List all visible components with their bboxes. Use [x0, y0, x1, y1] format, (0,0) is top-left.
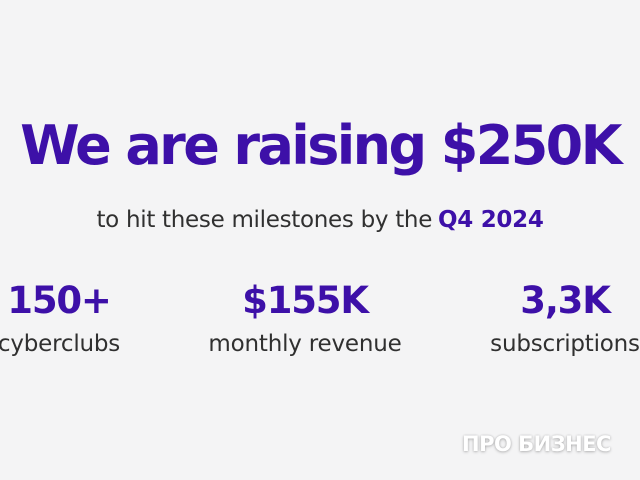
- watermark: ПРО БИЗНЕС: [458, 427, 628, 461]
- stat-label: cyberclubs: [0, 331, 121, 357]
- watermark-text: ПРО БИЗНЕС: [462, 432, 611, 456]
- stat-cyberclubs: 150+ cyberclubs: [0, 276, 179, 360]
- subline-text: to hit these milestones by the: [96, 207, 433, 233]
- stat-value: $155K: [242, 279, 369, 322]
- stat-value: 3,3K: [520, 279, 611, 322]
- subline: to hit these milestones by the Q4 2024: [0, 202, 640, 238]
- stat-value: 150+: [7, 279, 112, 322]
- stat-label: subscriptions: [490, 331, 640, 357]
- headline: We are raising $250K: [20, 114, 622, 177]
- subline-highlight: Q4 2024: [438, 207, 544, 233]
- stat-monthly-revenue: $155K monthly revenue: [185, 276, 425, 360]
- stat-subscriptions: 3,3K subscriptions: [445, 276, 640, 360]
- stat-label: monthly revenue: [208, 331, 402, 357]
